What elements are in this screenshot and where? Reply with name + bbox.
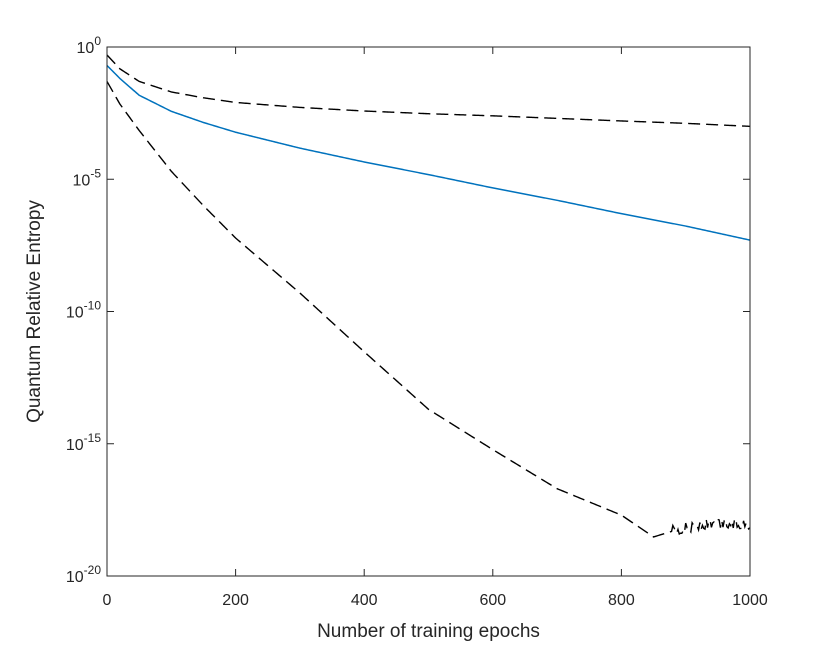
x-tick-label: 800 [608,592,635,609]
series-line-3 [106,81,751,538]
y-tick-label: 10-15 [66,431,101,454]
y-tick-label: 10-20 [66,563,101,586]
y-tick-exponent: -5 [90,166,101,180]
x-axis-title: Number of training epochs [317,621,540,642]
y-tick-exponent: -10 [84,299,102,313]
x-tick-label: 1000 [732,592,768,609]
y-axis-title: Quantum Relative Entropy [24,200,45,423]
y-tick-base: 10 [73,172,91,189]
y-tick-label: 100 [77,34,102,57]
tick-marks [106,46,751,577]
y-tick-base: 10 [66,437,84,454]
y-tick-label: 10-10 [66,299,101,322]
x-tick-label: 400 [351,592,378,609]
series-layer [106,54,751,538]
y-tick-label: 10-5 [73,166,102,189]
series-line-1 [106,64,751,241]
x-tick-label: 200 [222,592,249,609]
y-tick-base: 10 [77,40,95,57]
plot-frame [106,46,751,577]
x-tick-label: 0 [103,592,112,609]
x-tick-label: 600 [479,592,506,609]
y-tick-base: 10 [66,569,84,586]
series-line-2 [106,54,751,128]
y-tick-exponent: -15 [84,431,102,445]
y-tick-base: 10 [66,305,84,322]
y-tick-exponent: 0 [94,34,101,48]
y-tick-exponent: -20 [84,563,102,577]
